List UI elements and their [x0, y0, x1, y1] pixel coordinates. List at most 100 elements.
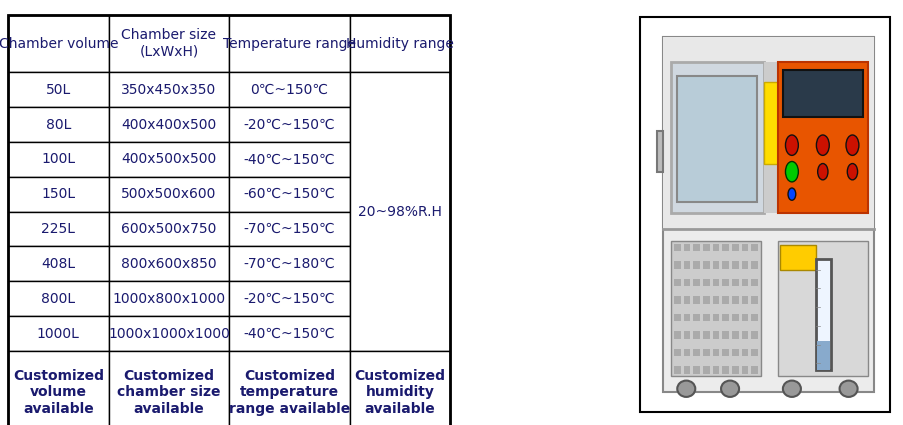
Bar — [8, 15, 450, 425]
Bar — [712, 244, 719, 251]
Text: -70℃~150℃: -70℃~150℃ — [243, 222, 335, 236]
Text: Customized
temperature
range available: Customized temperature range available — [228, 369, 349, 416]
Circle shape — [787, 188, 795, 200]
Bar — [731, 332, 738, 339]
Bar — [108, 212, 228, 246]
Text: 225L: 225L — [42, 222, 75, 236]
Text: 1000L: 1000L — [37, 327, 79, 340]
Bar — [750, 296, 757, 304]
Text: 408L: 408L — [42, 257, 75, 271]
Bar — [673, 314, 680, 321]
Bar — [740, 261, 748, 269]
Bar — [731, 261, 738, 269]
Bar — [228, 15, 349, 72]
Bar — [8, 177, 108, 212]
Bar — [763, 82, 777, 164]
Bar — [693, 261, 699, 269]
Text: -20℃~150℃: -20℃~150℃ — [243, 118, 335, 131]
Bar — [8, 107, 108, 142]
Bar — [712, 366, 719, 374]
Text: 1000x1000x1000: 1000x1000x1000 — [107, 327, 229, 340]
Text: 600x500x750: 600x500x750 — [121, 222, 217, 236]
Bar — [693, 314, 699, 321]
Bar — [731, 296, 738, 304]
Bar — [228, 177, 349, 212]
Bar — [108, 351, 228, 425]
Text: 800x600x850: 800x600x850 — [121, 257, 217, 271]
Bar — [703, 296, 709, 304]
Text: 80L: 80L — [45, 118, 70, 131]
Bar — [703, 244, 709, 251]
Bar — [721, 349, 728, 356]
Bar — [108, 72, 228, 107]
Bar — [731, 366, 738, 374]
Bar — [779, 245, 815, 269]
Text: -70℃~180℃: -70℃~180℃ — [243, 257, 335, 271]
Bar — [670, 241, 760, 376]
Bar — [693, 349, 699, 356]
Bar — [673, 296, 680, 304]
Bar — [683, 314, 690, 321]
Ellipse shape — [721, 381, 739, 397]
Bar — [228, 246, 349, 281]
Bar — [670, 62, 763, 212]
Bar — [693, 279, 699, 286]
Text: Chamber volume: Chamber volume — [0, 37, 118, 51]
Bar — [228, 107, 349, 142]
Bar — [693, 296, 699, 304]
Bar — [8, 142, 108, 177]
Bar — [228, 281, 349, 316]
Bar — [673, 366, 680, 374]
Bar — [712, 314, 719, 321]
Bar — [683, 349, 690, 356]
Bar — [712, 279, 719, 286]
Bar — [721, 296, 728, 304]
Bar — [108, 142, 228, 177]
Bar — [703, 366, 709, 374]
Bar — [108, 177, 228, 212]
Text: 100L: 100L — [42, 153, 75, 166]
Bar — [721, 261, 728, 269]
Bar — [8, 72, 108, 107]
Circle shape — [845, 135, 858, 156]
Bar — [721, 279, 728, 286]
Ellipse shape — [782, 381, 800, 397]
Bar — [731, 314, 738, 321]
Bar — [673, 349, 680, 356]
Bar — [740, 349, 748, 356]
Text: -20℃~150℃: -20℃~150℃ — [243, 292, 335, 306]
Bar — [673, 261, 680, 269]
Text: 1000x800x1000: 1000x800x1000 — [112, 292, 225, 306]
Text: 800L: 800L — [42, 292, 75, 306]
Bar — [349, 351, 450, 425]
Bar — [108, 107, 228, 142]
Bar — [663, 37, 873, 392]
Bar — [703, 332, 709, 339]
Text: -40℃~150℃: -40℃~150℃ — [243, 153, 335, 166]
Bar — [8, 212, 108, 246]
Bar — [777, 241, 867, 376]
Bar — [693, 244, 699, 251]
Bar — [750, 332, 757, 339]
Bar — [8, 281, 108, 316]
Text: -40℃~150℃: -40℃~150℃ — [243, 327, 335, 340]
Bar — [731, 349, 738, 356]
Bar — [740, 279, 748, 286]
Bar — [656, 131, 663, 172]
Bar — [8, 351, 108, 425]
Bar — [683, 296, 690, 304]
Text: 350x450x350: 350x450x350 — [121, 83, 217, 96]
Bar — [349, 72, 450, 351]
Bar — [740, 244, 748, 251]
Bar — [782, 70, 861, 116]
Text: Chamber size
(LxWxH): Chamber size (LxWxH) — [121, 28, 216, 59]
Bar — [750, 349, 757, 356]
Bar — [683, 366, 690, 374]
Text: Humidity range: Humidity range — [346, 37, 453, 51]
Bar — [693, 366, 699, 374]
Bar — [740, 366, 748, 374]
Bar — [683, 244, 690, 251]
Bar — [777, 62, 867, 212]
Bar — [721, 244, 728, 251]
Bar — [8, 15, 108, 72]
